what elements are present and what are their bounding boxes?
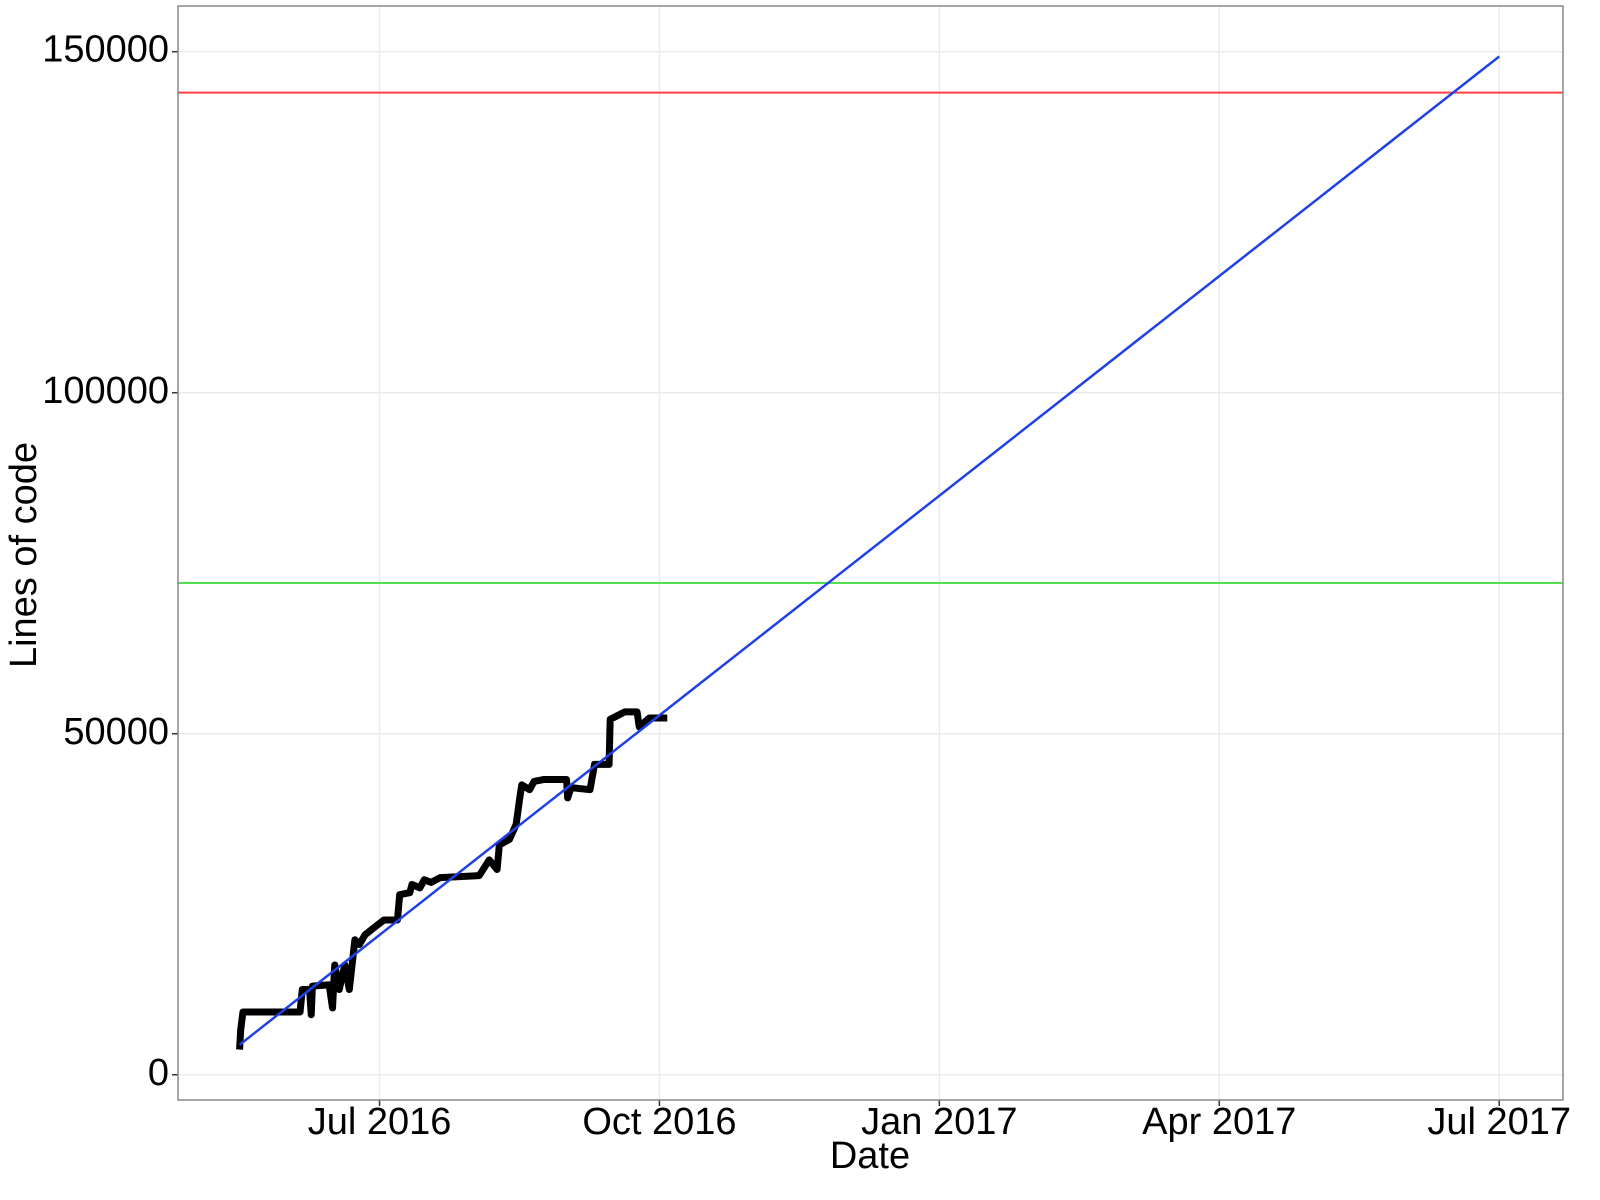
y-tick-label: 0 <box>148 1052 169 1094</box>
y-tick-label: 100000 <box>42 370 169 412</box>
y-tick-label: 150000 <box>42 29 169 71</box>
x-tick-label: Jan 2017 <box>861 1101 1017 1143</box>
x-axis-title: Date <box>830 1135 910 1177</box>
x-tick-label: Jul 2017 <box>1427 1101 1571 1143</box>
data-line <box>236 708 668 1050</box>
plot-border <box>177 5 1564 1101</box>
y-axis-title: Lines of code <box>3 442 45 668</box>
data-line <box>238 55 1500 1046</box>
x-tick-label: Apr 2017 <box>1142 1101 1296 1143</box>
y-tick-label: 50000 <box>63 711 169 753</box>
x-tick-label: Jul 2016 <box>308 1101 452 1143</box>
x-tick-label: Oct 2016 <box>582 1101 736 1143</box>
